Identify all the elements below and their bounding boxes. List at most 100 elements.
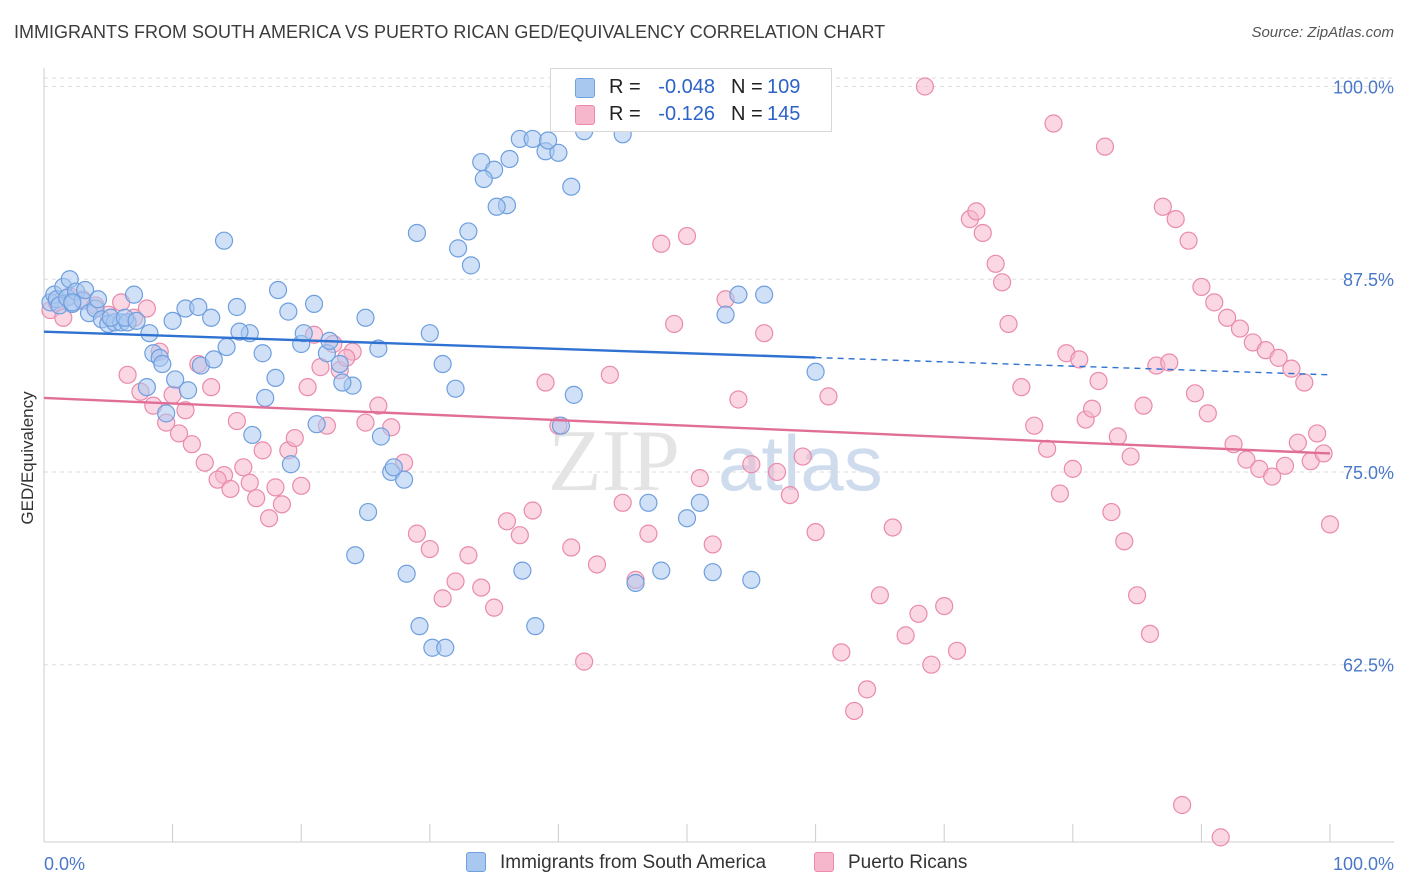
data-point-puerto-ricans: [1275, 456, 1295, 475]
data-point-puerto-ricans: [1140, 624, 1160, 643]
data-point-south-america: [513, 561, 532, 580]
data-point-south-america: [448, 239, 468, 258]
data-point-south-america: [639, 493, 658, 512]
data-point-puerto-ricans: [1192, 277, 1211, 297]
n-value: 145: [767, 103, 801, 125]
data-point-puerto-ricans: [652, 234, 671, 253]
data-point-puerto-ricans: [870, 586, 890, 605]
data-point-puerto-ricans: [1166, 209, 1185, 229]
data-point-south-america: [166, 370, 185, 389]
data-point-puerto-ricans: [1263, 467, 1282, 486]
data-point-puerto-ricans: [690, 469, 709, 488]
data-point-south-america: [279, 302, 298, 321]
x-tick-label: 0.0%: [44, 854, 85, 874]
data-point-puerto-ricans: [195, 453, 214, 472]
r-value: -0.048: [658, 76, 715, 98]
data-point-south-america: [346, 546, 365, 565]
data-point-puerto-ricans: [1205, 293, 1224, 312]
data-point-south-america: [358, 502, 378, 522]
chart-title: IMMIGRANTS FROM SOUTH AMERICA VS PUERTO …: [14, 22, 886, 42]
data-point-south-america: [76, 280, 95, 300]
data-point-south-america: [330, 354, 349, 374]
data-point-puerto-ricans: [992, 273, 1012, 292]
trend-lines: [43, 330, 1331, 455]
data-point-south-america: [137, 378, 156, 397]
data-point-south-america: [407, 223, 427, 243]
data-point-south-america: [526, 617, 545, 636]
data-point-puerto-ricans: [1121, 447, 1140, 466]
data-point-south-america: [307, 415, 326, 434]
data-point-puerto-ricans: [883, 518, 902, 537]
data-point-south-america: [163, 311, 182, 330]
data-point-puerto-ricans: [986, 254, 1005, 273]
data-point-puerto-ricans: [169, 424, 189, 443]
data-point-puerto-ricans: [665, 314, 684, 334]
legend-swatch-blue: [466, 852, 486, 872]
data-point-puerto-ricans: [234, 458, 253, 477]
data-point-puerto-ricans: [1037, 439, 1057, 458]
data-point-puerto-ricans: [755, 324, 774, 343]
data-point-puerto-ricans: [600, 365, 619, 384]
data-point-puerto-ricans: [639, 524, 658, 543]
data-point-puerto-ricans: [266, 478, 285, 497]
data-point-puerto-ricans: [742, 455, 761, 474]
data-point-south-america: [410, 617, 429, 636]
data-point-puerto-ricans: [163, 385, 182, 404]
data-point-south-america: [459, 222, 478, 241]
data-point-puerto-ricans: [909, 604, 928, 623]
data-point-puerto-ricans: [767, 462, 787, 482]
data-point-puerto-ricans: [677, 226, 697, 246]
data-point-south-america: [742, 570, 761, 589]
data-point-puerto-ricans: [523, 501, 542, 520]
y-tick-label: 62.5%: [1343, 656, 1394, 676]
data-point-south-america: [256, 388, 275, 408]
y-tick-label: 75.0%: [1343, 463, 1394, 483]
legend-swatch-pink: [575, 105, 595, 125]
data-point-south-america: [690, 493, 709, 512]
data-point-puerto-ricans: [922, 655, 941, 674]
data-point-puerto-ricans: [845, 701, 864, 721]
data-point-puerto-ricans: [272, 495, 292, 514]
data-point-south-america: [127, 311, 146, 330]
data-point-puerto-ricans: [1070, 350, 1089, 369]
data-point-south-america: [677, 509, 697, 528]
data-point-puerto-ricans: [1173, 795, 1192, 815]
data-point-puerto-ricans: [292, 476, 311, 495]
trend-line-puerto-ricans: [43, 396, 1331, 455]
data-point-south-america: [729, 285, 748, 304]
data-point-south-america: [304, 294, 324, 314]
data-point-puerto-ricans: [562, 538, 581, 557]
data-point-puerto-ricans: [806, 522, 825, 542]
data-point-puerto-ricans: [202, 378, 221, 397]
trend-line-south-america-extension: [815, 356, 1331, 376]
data-point-puerto-ricans: [1308, 424, 1327, 443]
data-point-puerto-ricans: [1012, 378, 1031, 397]
trend-line-south-america: [43, 330, 816, 359]
data-point-south-america: [716, 305, 735, 324]
data-point-puerto-ricans: [485, 598, 504, 617]
series-puerto-ricans: [41, 77, 1340, 847]
data-point-south-america: [333, 373, 352, 392]
r-value: -0.126: [658, 103, 715, 125]
data-point-puerto-ricans: [259, 509, 279, 528]
y-axis-label: GED/Equivalency: [18, 391, 37, 525]
data-point-puerto-ricans: [1095, 137, 1115, 156]
data-point-puerto-ricans: [208, 470, 227, 489]
data-point-puerto-ricans: [1082, 399, 1102, 418]
data-point-south-america: [755, 285, 774, 304]
data-point-south-america: [806, 362, 825, 381]
data-point-south-america: [153, 354, 172, 374]
data-point-south-america: [227, 297, 246, 317]
r-label: R =: [609, 76, 641, 98]
data-point-south-america: [217, 337, 236, 357]
data-point-puerto-ricans: [780, 485, 799, 505]
data-point-south-america: [564, 385, 583, 404]
legend-swatch-pink: [814, 852, 834, 872]
data-point-puerto-ricans: [420, 539, 439, 559]
data-point-puerto-ricans: [118, 365, 137, 384]
data-point-south-america: [539, 131, 558, 150]
data-point-south-america: [202, 308, 221, 327]
stats-legend: R = -0.048 N = 109 R = -0.126 N = 145: [550, 68, 832, 132]
data-point-puerto-ricans: [433, 589, 452, 608]
